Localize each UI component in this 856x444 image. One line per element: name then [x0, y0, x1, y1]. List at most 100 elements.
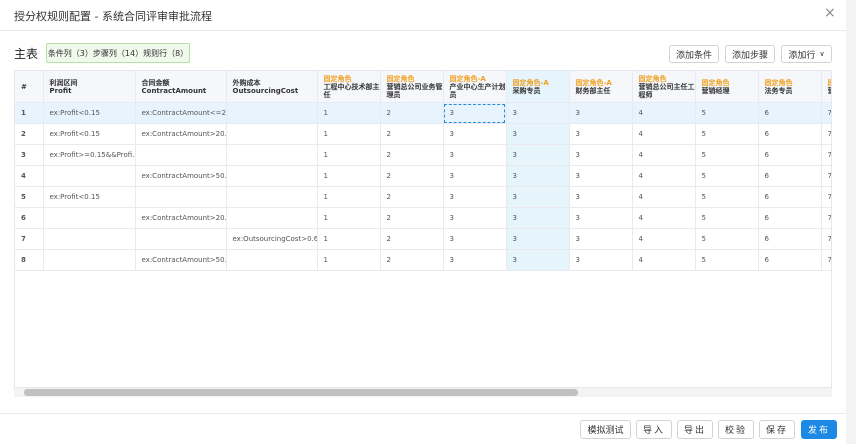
cell[interactable]: 7 [821, 144, 831, 166]
cell[interactable]: 6 [758, 249, 822, 271]
cell[interactable] [226, 249, 318, 271]
cell[interactable]: ex:OutsourcingCost>0.6 [226, 228, 318, 250]
add-row-button[interactable]: 添加行 ∨ [781, 45, 832, 63]
cell[interactable]: ex:ContractAmount>20... [135, 123, 227, 145]
cell[interactable]: ex:Profit<0.15 [43, 102, 136, 124]
cell[interactable]: ex:Profit<0.15 [43, 123, 136, 145]
cell[interactable] [135, 144, 227, 166]
table-row[interactable]: 6 ex:ContractAmount>20... 1 2 3 3 3 4 5 6 7 [15, 207, 831, 229]
cell[interactable]: 4 [632, 186, 696, 208]
cell[interactable]: 7 [821, 228, 831, 250]
cell[interactable]: 3 [443, 249, 507, 271]
cell[interactable] [226, 165, 318, 187]
cell[interactable]: 3 [569, 165, 633, 187]
cell[interactable]: 1 [317, 207, 381, 229]
cell[interactable]: 3 [443, 207, 507, 229]
cell[interactable]: 4 [632, 102, 696, 124]
cell[interactable]: 7 [821, 123, 831, 145]
cell[interactable]: 5 [695, 144, 759, 166]
add-step-button[interactable]: 添加步骤 [725, 45, 775, 63]
cell[interactable]: 4 [632, 207, 696, 229]
cell[interactable]: 3 [443, 123, 507, 145]
table-row[interactable]: 8 ex:ContractAmount>50... 1 2 3 3 3 4 5 6 7 [15, 249, 831, 271]
cell[interactable]: 1 [317, 102, 381, 124]
footer-button[interactable]: 发布 [801, 420, 837, 439]
cell[interactable]: 4 [632, 165, 696, 187]
cell[interactable]: ex:Profit>=0.15&&Profi... [43, 144, 136, 166]
cell[interactable]: 3 [506, 165, 570, 187]
cell[interactable]: 3 [569, 249, 633, 271]
cell[interactable]: 3 [443, 186, 507, 208]
cell[interactable] [135, 186, 227, 208]
cell[interactable]: 7 [821, 165, 831, 187]
cell[interactable] [43, 207, 136, 229]
add-condition-button[interactable]: 添加条件 [669, 45, 719, 63]
cell[interactable]: 1 [317, 144, 381, 166]
cell[interactable]: 7 [821, 102, 831, 124]
cell[interactable]: 2 [380, 207, 444, 229]
scroll-thumb[interactable] [24, 389, 578, 396]
cell[interactable]: ex:ContractAmount<=2... [135, 102, 227, 124]
footer-button[interactable]: 保存 [759, 420, 795, 439]
cell[interactable] [226, 123, 318, 145]
cell[interactable] [43, 228, 136, 250]
cell[interactable]: 1 [317, 186, 381, 208]
cell[interactable]: 3 [569, 228, 633, 250]
cell[interactable]: 3 [569, 186, 633, 208]
cell[interactable]: 6 [758, 102, 822, 124]
cell[interactable] [226, 186, 318, 208]
cell[interactable]: 6 [758, 228, 822, 250]
cell[interactable]: 4 [632, 144, 696, 166]
cell[interactable] [43, 165, 136, 187]
h-scrollbar[interactable] [14, 388, 832, 397]
footer-button[interactable]: 导出 [677, 420, 713, 439]
footer-button[interactable]: 导入 [636, 420, 672, 439]
cell[interactable]: 3 [506, 186, 570, 208]
table-row[interactable]: 5 ex:Profit<0.15 1 2 3 3 3 4 5 6 7 [15, 186, 831, 208]
cell[interactable]: 2 [380, 102, 444, 124]
cell[interactable]: ex:Profit<0.15 [43, 186, 136, 208]
cell[interactable]: 2 [380, 228, 444, 250]
cell[interactable]: 5 [695, 207, 759, 229]
cell[interactable]: 3 [569, 144, 633, 166]
footer-button[interactable]: 模拟测试 [580, 420, 631, 439]
cell[interactable]: 3 [569, 207, 633, 229]
cell[interactable]: 3 [443, 144, 507, 166]
cell[interactable]: 3 [569, 102, 633, 124]
cell[interactable]: 5 [695, 249, 759, 271]
cell[interactable]: 5 [695, 123, 759, 145]
cell[interactable]: 6 [758, 186, 822, 208]
cell[interactable] [226, 207, 318, 229]
cell[interactable]: 3 [506, 123, 570, 145]
cell[interactable]: 5 [695, 228, 759, 250]
cell[interactable]: 6 [758, 123, 822, 145]
cell[interactable]: 1 [317, 123, 381, 145]
close-button[interactable]: × [824, 5, 836, 21]
cell[interactable] [226, 144, 318, 166]
cell[interactable] [226, 102, 318, 124]
cell[interactable]: 2 [380, 165, 444, 187]
cell[interactable]: 3 [506, 249, 570, 271]
cell[interactable]: 3 [443, 102, 507, 124]
cell[interactable]: 1 [317, 228, 381, 250]
cell[interactable]: ex:ContractAmount>50... [135, 165, 227, 187]
footer-button[interactable]: 校验 [718, 420, 754, 439]
cell[interactable]: 3 [506, 102, 570, 124]
cell[interactable]: 6 [758, 207, 822, 229]
cell[interactable]: 6 [758, 144, 822, 166]
cell[interactable]: 4 [632, 228, 696, 250]
cell[interactable]: 6 [758, 165, 822, 187]
cell[interactable]: ex:ContractAmount>50... [135, 249, 227, 271]
cell[interactable] [43, 249, 136, 271]
table-row[interactable]: 2 ex:Profit<0.15 ex:ContractAmount>20... 1 2… [15, 123, 831, 145]
cell[interactable]: 3 [506, 144, 570, 166]
cell[interactable]: 2 [380, 123, 444, 145]
cell[interactable]: 1 [317, 165, 381, 187]
cell[interactable]: 5 [695, 186, 759, 208]
table-row[interactable]: 3 ex:Profit>=0.15&&Profi... 1 2 3 3 3 4 5 6 7 [15, 144, 831, 166]
cell[interactable]: 3 [506, 207, 570, 229]
cell[interactable]: 2 [380, 144, 444, 166]
table-row[interactable]: 4 ex:ContractAmount>50... 1 2 3 3 3 4 5 6 7 [15, 165, 831, 187]
cell[interactable]: 3 [569, 123, 633, 145]
cell[interactable]: 5 [695, 165, 759, 187]
